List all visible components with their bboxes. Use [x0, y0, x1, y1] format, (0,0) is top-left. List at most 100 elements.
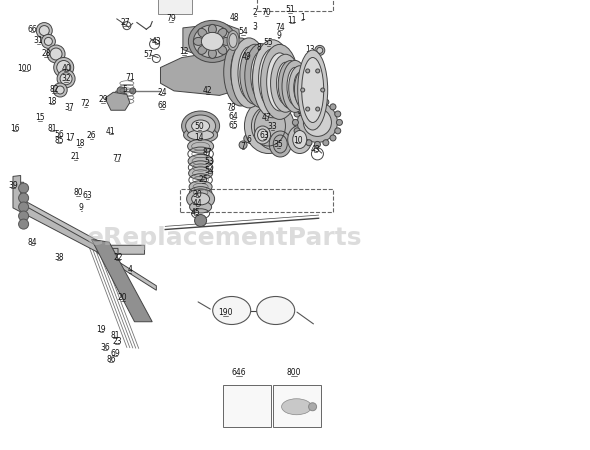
Text: eReplacementParts: eReplacementParts [87, 226, 362, 251]
Ellipse shape [188, 139, 214, 153]
Text: 190: 190 [218, 308, 232, 317]
Bar [273, 385, 320, 427]
Ellipse shape [285, 86, 291, 103]
Circle shape [306, 140, 312, 146]
Ellipse shape [294, 73, 306, 103]
Text: 49: 49 [242, 52, 251, 61]
Circle shape [316, 107, 320, 111]
Text: 65: 65 [229, 121, 238, 130]
Text: 26: 26 [87, 131, 96, 140]
Circle shape [56, 86, 64, 94]
Circle shape [315, 45, 324, 55]
Text: 24: 24 [158, 88, 167, 97]
Ellipse shape [208, 49, 217, 58]
Circle shape [237, 409, 245, 417]
Circle shape [53, 83, 67, 97]
Circle shape [306, 107, 310, 111]
Circle shape [19, 193, 28, 203]
Text: 23: 23 [112, 337, 122, 346]
Text: 68: 68 [158, 101, 167, 110]
Polygon shape [105, 92, 130, 110]
Polygon shape [18, 182, 145, 254]
Text: 13: 13 [305, 45, 314, 54]
Text: 52: 52 [283, 90, 293, 99]
Text: 4: 4 [127, 266, 132, 274]
Circle shape [60, 73, 72, 85]
Ellipse shape [183, 127, 218, 143]
Text: 42: 42 [203, 86, 212, 95]
Text: 44: 44 [193, 199, 202, 208]
Circle shape [321, 88, 325, 92]
Ellipse shape [218, 45, 227, 54]
Circle shape [19, 211, 28, 221]
Ellipse shape [287, 68, 303, 105]
Ellipse shape [261, 45, 299, 119]
Ellipse shape [282, 60, 308, 112]
Bar [158, 0, 192, 14]
Circle shape [299, 135, 305, 141]
Bar [223, 385, 271, 427]
Ellipse shape [299, 75, 310, 103]
Ellipse shape [251, 52, 271, 99]
Text: 79: 79 [166, 14, 176, 23]
Ellipse shape [254, 126, 271, 144]
Text: 69: 69 [110, 349, 120, 358]
Circle shape [130, 88, 136, 94]
Circle shape [330, 104, 336, 110]
Circle shape [336, 119, 342, 126]
Circle shape [239, 141, 247, 149]
Ellipse shape [213, 297, 251, 324]
Circle shape [335, 111, 341, 117]
Text: 12: 12 [179, 47, 189, 56]
Text: 1: 1 [300, 13, 304, 22]
Ellipse shape [229, 33, 237, 48]
Ellipse shape [186, 115, 215, 137]
Text: 5: 5 [123, 86, 127, 94]
Circle shape [330, 135, 336, 141]
Ellipse shape [289, 66, 311, 110]
Text: 81: 81 [47, 124, 57, 133]
Circle shape [41, 34, 55, 49]
Text: 30: 30 [193, 190, 202, 199]
Text: 74: 74 [276, 22, 285, 32]
Text: 71: 71 [125, 73, 135, 82]
Text: 40: 40 [61, 64, 71, 73]
Ellipse shape [186, 189, 215, 209]
Text: 87: 87 [203, 148, 212, 157]
Text: 38: 38 [54, 253, 64, 262]
Text: 21: 21 [71, 152, 80, 161]
Text: 25: 25 [199, 176, 208, 184]
Ellipse shape [245, 44, 277, 108]
Ellipse shape [227, 31, 239, 50]
Text: 3: 3 [253, 22, 257, 31]
Text: 43: 43 [311, 145, 320, 154]
Polygon shape [160, 53, 241, 95]
Text: 72: 72 [81, 99, 90, 108]
Text: 47: 47 [262, 112, 271, 122]
Bar [257, 0, 333, 11]
Text: 70: 70 [262, 8, 271, 17]
Circle shape [19, 183, 28, 193]
Text: 63: 63 [83, 191, 92, 200]
Polygon shape [91, 239, 152, 322]
Text: 56: 56 [54, 130, 64, 139]
Text: 8: 8 [256, 43, 261, 52]
Ellipse shape [188, 20, 237, 63]
Circle shape [306, 99, 312, 105]
Text: 18: 18 [75, 140, 84, 148]
Ellipse shape [258, 58, 275, 97]
Ellipse shape [294, 69, 314, 109]
Circle shape [195, 215, 206, 226]
Text: 10: 10 [293, 136, 303, 145]
Text: 100: 100 [18, 64, 32, 73]
Text: 31: 31 [34, 36, 43, 45]
Text: 57: 57 [144, 50, 153, 59]
Text: 9: 9 [276, 31, 281, 40]
Text: 9: 9 [79, 203, 84, 212]
Text: 27: 27 [120, 18, 130, 27]
Circle shape [294, 128, 300, 134]
Circle shape [314, 141, 320, 148]
Text: 63: 63 [260, 131, 269, 140]
Ellipse shape [198, 45, 207, 54]
Circle shape [57, 70, 75, 88]
